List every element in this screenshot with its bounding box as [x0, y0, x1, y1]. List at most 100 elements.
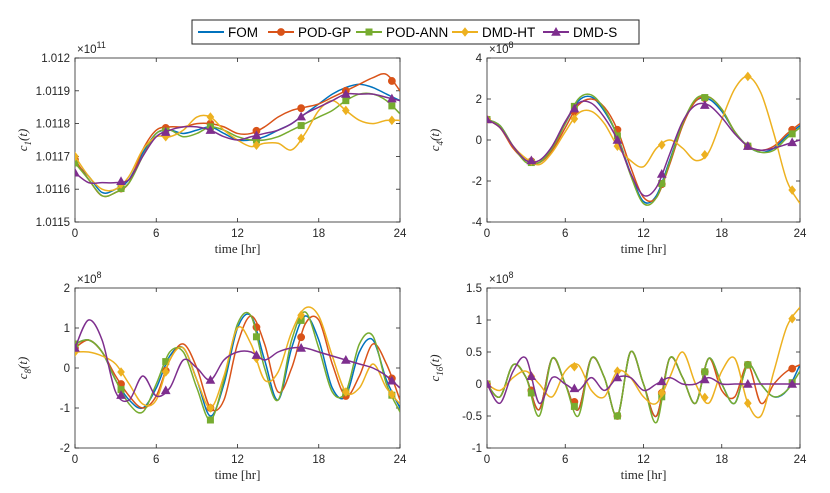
x-tick-label: 12 [231, 454, 244, 466]
series-marker-dmd-s [787, 378, 798, 388]
x-tick-label: 12 [231, 228, 244, 240]
y-tick-label: 2 [64, 283, 70, 295]
y-axis-label: c1(t) [15, 129, 33, 152]
y-tick-label: 1.0118 [36, 119, 70, 131]
series-marker-dmd-ht [161, 367, 170, 377]
series-marker-dmd-s [612, 134, 623, 144]
series-marker-dmd-ht [657, 388, 666, 398]
y-tick-label: 1.0119 [36, 86, 70, 98]
x-tick-label: 6 [562, 228, 568, 240]
series-marker-pod-ann [75, 159, 79, 167]
y-tick-label: 0.5 [466, 347, 482, 359]
y-tick-label: -2 [60, 443, 70, 455]
y-tick-label: 1.5 [466, 283, 482, 295]
series-marker-dmd-s [160, 385, 171, 395]
series-marker-pod-ann [206, 416, 214, 424]
series-marker-dmd-s [251, 130, 262, 140]
x-tick-label: 24 [394, 454, 407, 466]
series-marker-dmd-s [569, 103, 580, 113]
series-marker-dmd-s [742, 378, 753, 388]
series-marker-pod-ann [788, 130, 796, 138]
series-marker-dmd-ht [743, 71, 752, 82]
series-marker-dmd-s [699, 374, 710, 384]
x-tick-label: 18 [715, 228, 728, 240]
series-marker-dmd-s [742, 141, 753, 150]
legend-label-pod-ann: POD-ANN [386, 25, 448, 40]
legend: FOM POD-GP POD-ANN DMD-HT DMD-S [191, 19, 640, 45]
y-tick-label: 1.0117 [36, 151, 70, 163]
y-tick-label: -1 [60, 403, 70, 415]
series-marker-dmd-s [251, 350, 262, 359]
series-marker-pod-ann [570, 402, 578, 410]
series-marker-dmd-s [75, 167, 80, 177]
series-marker-dmd-s [296, 111, 306, 121]
x-axis-label: time [hr] [215, 241, 261, 256]
series-marker-dmd-ht [657, 140, 666, 150]
y-tick-label: 1.0116 [36, 184, 70, 196]
y-tick-label: 0 [476, 379, 482, 391]
series-marker-dmd-s [656, 169, 667, 178]
series-marker-dmd-ht [700, 392, 709, 403]
series-marker-dmd-s [699, 100, 710, 109]
series-marker-dmd-s [340, 354, 351, 364]
series-marker-dmd-ht [206, 403, 215, 413]
legend-label-dmd-s: DMD-S [573, 25, 617, 40]
series-marker-dmd-ht [117, 367, 125, 377]
series-marker-dmd-ht [297, 310, 305, 321]
series-marker-dmd-s [787, 137, 798, 147]
series-marker-pod-ann [388, 102, 396, 110]
series-marker-dmd-s [160, 127, 171, 136]
x-tick-label: 24 [794, 454, 807, 466]
series-marker-pod-ann [342, 97, 350, 105]
y-tick-label: -4 [472, 217, 483, 229]
series-marker-dmd-ht [297, 133, 305, 144]
series-marker-dmd-ht [743, 398, 752, 409]
series-marker-dmd-ht [388, 115, 396, 126]
panel-c1: 0 6 12 18 24 1.0115 1.0116 1.0117 1.0118 1.0119 1.… [15, 40, 407, 256]
series-marker-dmd-s [612, 372, 623, 382]
series-marker-dmd-ht [388, 389, 396, 400]
x-tick-label: 0 [484, 228, 490, 240]
series-marker-pod-gp [297, 333, 306, 342]
series-marker-pod-ann [613, 412, 621, 420]
series-marker-dmd-ht [570, 361, 579, 372]
x-axis-label: time [hr] [621, 241, 667, 256]
series-marker-dmd-s [205, 374, 216, 384]
x-tick-label: 18 [715, 454, 728, 466]
y-exponent-label: ×108 [489, 40, 514, 56]
y-exponent-label: ×1011 [77, 40, 106, 56]
y-axis-label: c4(t) [427, 129, 445, 152]
series-marker-dmd-s [487, 114, 492, 124]
x-tick-label: 12 [637, 454, 650, 466]
series-marker-pod-ann [701, 94, 709, 102]
series-marker-dmd-s [205, 125, 216, 134]
y-tick-label: 0 [476, 135, 482, 147]
x-axis-label: time [hr] [621, 467, 667, 482]
series-marker-dmd-s [340, 89, 351, 98]
y-tick-label: -2 [472, 176, 482, 188]
axes-box [74, 287, 401, 449]
series-marker-dmd-s [526, 155, 537, 165]
x-tick-label: 12 [637, 228, 650, 240]
series-marker-dmd-ht [341, 105, 350, 116]
legend-marker-dmd-s [551, 26, 561, 36]
series-marker-dmd-s [656, 376, 667, 386]
series-marker-dmd-s [387, 375, 397, 385]
x-tick-label: 18 [312, 454, 325, 466]
x-tick-label: 0 [484, 454, 490, 466]
series-marker-pod-ann [701, 368, 709, 376]
x-tick-label: 6 [153, 454, 159, 466]
series-marker-pod-gp [788, 364, 797, 373]
series-marker-dmd-ht [206, 112, 215, 122]
legend-marker-pod-ann [365, 28, 373, 36]
y-tick-label: 1.0115 [36, 217, 70, 229]
y-tick-label: 1 [476, 315, 482, 327]
series-marker-pod-ann [744, 361, 752, 369]
y-tick-label: 2 [476, 94, 482, 106]
series-marker-dmd-s [296, 342, 306, 352]
series-marker-dmd-ht [570, 114, 579, 124]
y-axis-label: c16(t) [427, 354, 445, 381]
y-tick-label: -1 [472, 443, 482, 455]
panel-c16: 0 6 12 18 24 -1 -0.5 0 0.5 1 1.5 ×108 time [hr] c16(t… [427, 270, 807, 482]
